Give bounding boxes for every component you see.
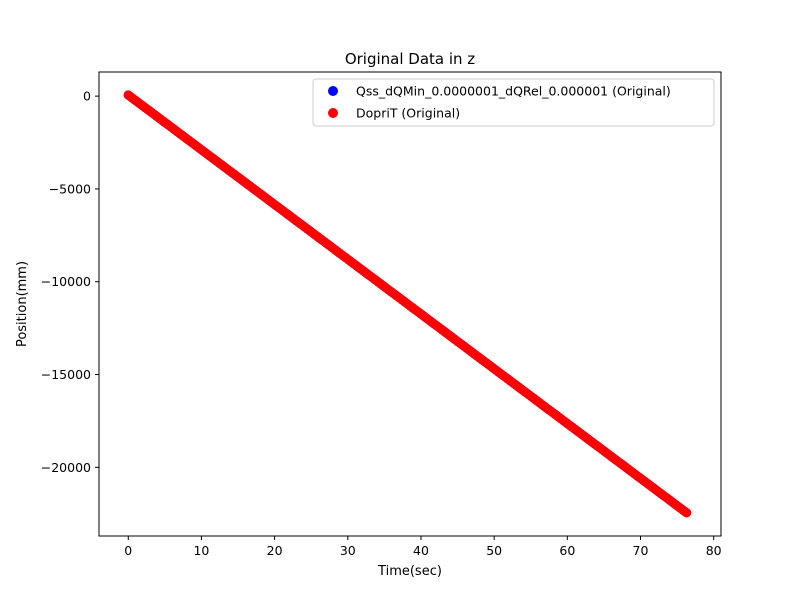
legend-marker-dopri (328, 108, 338, 118)
legend-label-dopri: DopriT (Original) (356, 106, 460, 121)
y-tick-label: −10000 (41, 274, 91, 289)
legend-label-qss: Qss_dQMin_0.0000001_dQRel_0.000001 (Orig… (356, 84, 671, 99)
plot-frame (98, 71, 722, 537)
series-1 (123, 90, 692, 518)
x-tick-label: 30 (340, 543, 356, 558)
x-tick-label: 20 (267, 543, 283, 558)
x-tick-label: 50 (486, 543, 502, 558)
chart-title: Original Data in z (345, 50, 475, 68)
x-tick-label: 80 (706, 543, 722, 558)
x-axis: 0 10 20 30 40 50 60 70 80 (124, 536, 722, 558)
x-tick-label: 40 (413, 543, 429, 558)
y-tick-label: −5000 (49, 181, 91, 196)
legend-box (312, 78, 715, 127)
legend-marker-qss (328, 86, 338, 96)
plot-area (98, 71, 722, 537)
y-tick-label: −15000 (41, 367, 91, 382)
y-tick-label: −20000 (41, 460, 91, 475)
x-tick-label: 10 (193, 543, 209, 558)
x-axis-label: Time(sec) (377, 564, 442, 579)
y-tick-label: 0 (83, 89, 91, 104)
x-tick-label: 0 (124, 543, 132, 558)
x-tick-label: 60 (559, 543, 575, 558)
y-axis-label: Position(mm) (15, 261, 30, 347)
y-axis: 0 −5000 −10000 −15000 −20000 (41, 89, 99, 475)
x-tick-label: 70 (633, 543, 649, 558)
data-point (682, 508, 692, 518)
series-points (123, 90, 692, 518)
legend: Qss_dQMin_0.0000001_dQRel_0.000001 (Orig… (312, 78, 715, 127)
